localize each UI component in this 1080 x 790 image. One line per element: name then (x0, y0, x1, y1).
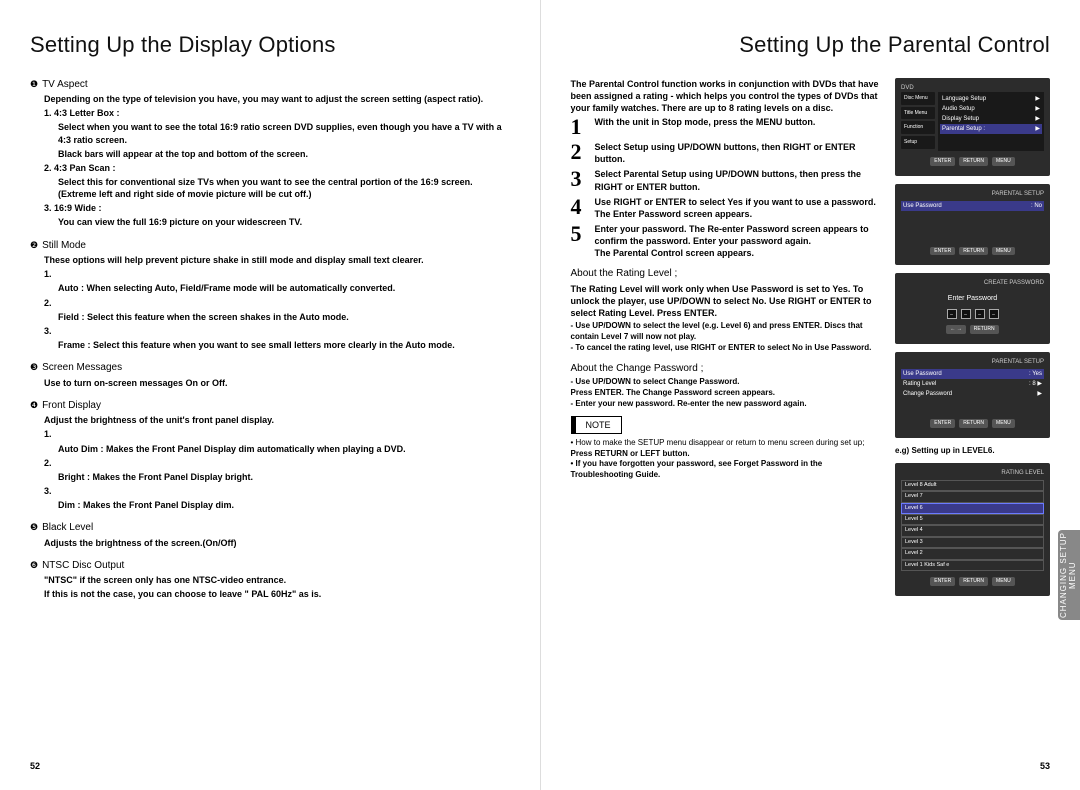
section-intro: Use to turn on-screen messages On or Off… (44, 377, 510, 389)
section-head: ❺Black Level (30, 521, 510, 535)
fig-create-password: CREATE PASSWORDEnter Password––––← →RETU… (895, 273, 1050, 343)
note-label: NOTE (571, 416, 622, 434)
list-item: 3. 16:9 Wide : (44, 202, 510, 214)
list-item: 2. (44, 457, 510, 469)
fig-eg-label: e.g) Setting up in LEVEL6. (895, 446, 1050, 457)
heading-parental-control: Setting Up the Parental Control (571, 30, 1051, 60)
step-row: 3Select Parental Setup using UP/DOWN but… (571, 168, 884, 192)
section-intro: "NTSC" if the screen only has one NTSC-v… (44, 574, 510, 586)
fig-rating-level: RATING LEVELLevel 8 AdultLevel 7Level 6L… (895, 463, 1050, 596)
page-53: Setting Up the Parental Control The Pare… (541, 0, 1080, 790)
section-head: ❶TV Aspect (30, 78, 510, 92)
page-52: Setting Up the Display Options ❶TV Aspec… (0, 0, 541, 790)
side-tab-changing-setup: CHANGING SETUP MENU (1058, 530, 1080, 620)
fig-parental-setup-2: PARENTAL SETUPUse Password: Yes Rating L… (895, 352, 1050, 438)
section-head: ❹Front Display (30, 399, 510, 413)
list-item: 3. (44, 485, 510, 497)
step-row: 4Use RIGHT or ENTER to select Yes if you… (571, 196, 884, 220)
page-number-left: 52 (30, 760, 40, 772)
list-item: 1. (44, 268, 510, 280)
step-row: 1With the unit in Stop mode, press the M… (571, 116, 884, 138)
step-row: 2Select Setup using UP/DOWN buttons, the… (571, 141, 884, 165)
fig-parental-setup-1: PARENTAL SETUPUse Password: NoENTERRETUR… (895, 184, 1050, 266)
page-number-right: 53 (1040, 760, 1050, 772)
rating-level-head: About the Rating Level ; (571, 267, 884, 281)
list-item: 1. (44, 428, 510, 440)
section-intro: Depending on the type of television you … (44, 93, 510, 105)
list-item: 1. 4:3 Letter Box : (44, 107, 510, 119)
list-item: 2. 4:3 Pan Scan : (44, 162, 510, 174)
section-head: ❻NTSC Disc Output (30, 559, 510, 573)
section-intro: Adjust the brightness of the unit's fron… (44, 414, 510, 426)
parental-intro: The Parental Control function works in c… (571, 78, 884, 114)
section-intro: These options will help prevent picture … (44, 254, 510, 266)
list-item: 2. (44, 297, 510, 309)
heading-display-options: Setting Up the Display Options (30, 30, 510, 60)
rating-level-body: The Rating Level will work only when Use… (571, 283, 884, 319)
fig-setup-menu: DVDDisc MenuTitle MenuFunctionSetupLangu… (895, 78, 1050, 176)
step-row: 5Enter your password. The Re-enter Passw… (571, 223, 884, 259)
change-pw-head: About the Change Password ; (571, 362, 884, 376)
list-item: 3. (44, 325, 510, 337)
section-head: ❸Screen Messages (30, 361, 510, 375)
section-intro: Adjusts the brightness of the screen.(On… (44, 537, 510, 549)
section-head: ❷Still Mode (30, 239, 510, 253)
